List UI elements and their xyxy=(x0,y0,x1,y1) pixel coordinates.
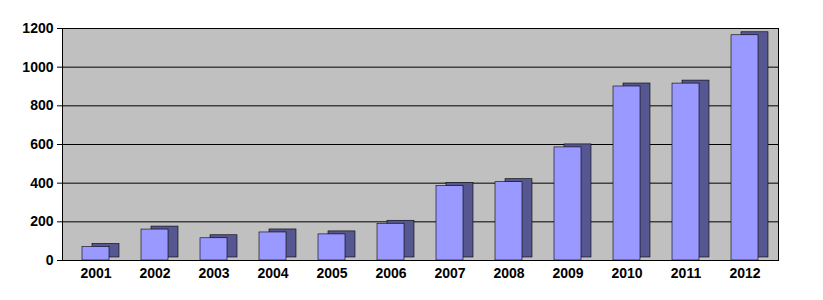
svg-text:2007: 2007 xyxy=(434,265,465,281)
svg-text:2005: 2005 xyxy=(316,265,347,281)
svg-text:2002: 2002 xyxy=(139,265,170,281)
svg-text:2001: 2001 xyxy=(80,265,111,281)
svg-text:2012: 2012 xyxy=(729,265,760,281)
svg-text:1000: 1000 xyxy=(22,59,53,75)
svg-text:800: 800 xyxy=(30,97,54,113)
svg-text:600: 600 xyxy=(30,136,54,152)
svg-text:2009: 2009 xyxy=(552,265,583,281)
svg-text:1200: 1200 xyxy=(22,20,53,36)
svg-text:2010: 2010 xyxy=(611,265,642,281)
svg-text:2008: 2008 xyxy=(493,265,524,281)
svg-text:0: 0 xyxy=(46,252,54,268)
svg-text:2011: 2011 xyxy=(671,265,702,281)
svg-text:2003: 2003 xyxy=(198,265,229,281)
svg-text:2006: 2006 xyxy=(375,265,406,281)
svg-text:2004: 2004 xyxy=(257,265,288,281)
svg-text:200: 200 xyxy=(30,213,54,229)
svg-text:400: 400 xyxy=(30,175,54,191)
